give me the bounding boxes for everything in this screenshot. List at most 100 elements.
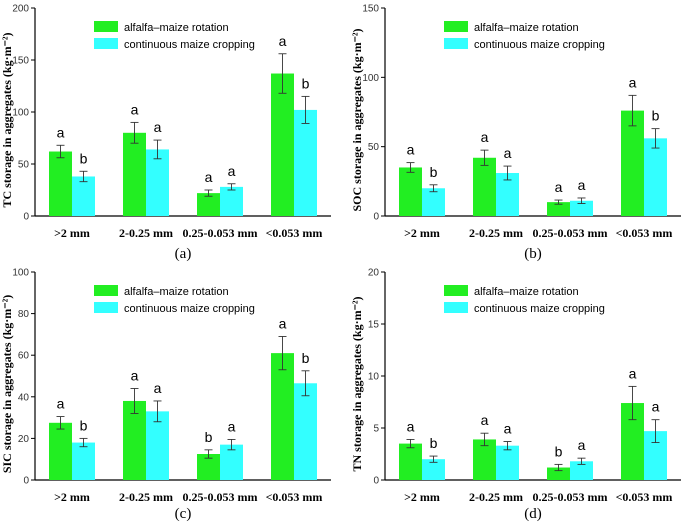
y-axis-title: SOC storage in aggregates (kg·m⁻²) [350,28,364,211]
bar-continuous [644,138,667,216]
y-tick-label: 60 [18,351,30,362]
significance-letter: a [578,177,586,193]
bar-rotation [399,443,422,480]
legend-swatch [94,285,118,296]
significance-letter: a [57,396,65,412]
significance-letter: a [407,142,415,158]
bar-rotation [49,422,72,480]
y-tick-label: 40 [18,392,30,403]
bar-continuous [294,383,317,480]
chart-panel-a: 0 50 100 150 200 TC storage in aggregates (kg… [0,4,331,262]
significance-letter: b [205,429,213,445]
x-tick-label: <0.053 mm [616,226,673,240]
y-tick-label: 80 [18,309,30,320]
legend-swatch [444,302,468,313]
bar-continuous [146,149,169,216]
legend-swatch [444,38,468,49]
bar-continuous [570,461,593,480]
y-tick-label: 100 [12,268,29,279]
y-tick-label: 50 [18,160,30,171]
y-tick-label: 20 [368,268,380,279]
significance-letter: a [228,418,236,434]
bar-rotation [197,193,220,216]
significance-letter: a [279,315,287,331]
legend-swatch [444,21,468,32]
significance-letter: a [481,412,489,428]
y-tick-label: 200 [12,4,29,15]
x-tick-label: >2 mm [54,490,90,504]
panel-label: (b) [524,246,542,262]
x-tick-label: <0.053 mm [266,490,323,504]
bar-continuous [496,173,519,216]
y-tick-label: 0 [373,476,379,487]
bar-continuous [496,445,519,480]
bar-rotation [547,467,570,480]
legend-swatch [94,38,118,49]
y-tick-label: 0 [23,212,29,223]
bar-rotation [271,353,294,480]
x-tick-label: 0.25-0.053 mm [183,490,258,504]
significance-letter: a [504,421,512,437]
y-axis-title: SIC storage in aggregates (kg·m⁻²) [0,295,14,473]
significance-letter: a [629,74,637,90]
x-tick-label: 0.25-0.053 mm [183,226,258,240]
x-tick-label: >2 mm [404,490,440,504]
significance-letter: b [430,164,438,180]
x-tick-label: >2 mm [404,226,440,240]
bar-rotation [123,400,146,480]
significance-letter: b [555,443,563,459]
x-tick-label: 2-0.25 mm [119,490,173,504]
bar-continuous [644,431,667,480]
bar-rotation [197,454,220,480]
significance-letter: a [154,380,162,396]
legend-label: alfalfa–maize rotation [124,286,229,298]
legend-swatch [94,302,118,313]
significance-letter: b [302,75,310,91]
x-tick-label: >2 mm [54,226,90,240]
significance-letter: a [407,418,415,434]
significance-letter: a [279,33,287,49]
bar-continuous [146,411,169,480]
y-tick-label: 50 [368,142,380,153]
legend-label: continuous maize cropping [474,303,605,315]
bar-rotation [123,132,146,216]
bar-rotation [473,439,496,480]
bar-rotation [621,110,644,216]
legend-swatch [444,285,468,296]
legend-swatch [94,21,118,32]
bar-continuous [220,186,243,216]
bar-continuous [220,444,243,480]
y-tick-label: 15 [368,320,380,331]
significance-letter: a [228,163,236,179]
significance-letter: a [57,124,65,140]
y-axis-title: TN storage in aggregates (kg·m⁻²) [350,296,364,471]
y-axis-title: TC storage in aggregates (kg·m⁻²) [0,32,14,207]
x-tick-label: 0.25-0.053 mm [533,490,608,504]
legend-label: continuous maize cropping [124,39,255,51]
x-tick-label: 0.25-0.053 mm [533,226,608,240]
bar-rotation [473,157,496,216]
significance-letter: b [302,350,310,366]
x-tick-label: 2-0.25 mm [469,226,523,240]
bar-continuous [570,200,593,216]
x-tick-label: 2-0.25 mm [469,490,523,504]
bar-continuous [422,459,445,480]
legend-label: alfalfa–maize rotation [474,22,579,34]
bar-rotation [621,403,644,480]
y-tick-label: 100 [362,73,379,84]
bar-continuous [72,442,95,480]
y-tick-label: 0 [23,476,29,487]
significance-letter: a [555,179,563,195]
panel-label: (d) [524,506,542,522]
significance-letter: a [504,145,512,161]
bar-rotation [49,151,72,216]
y-tick-label: 100 [12,108,29,119]
x-tick-label: <0.053 mm [266,226,323,240]
significance-letter: a [131,367,139,383]
panel-label: (c) [175,506,192,522]
significance-letter: a [629,365,637,381]
chart-panel-b: 0 50 100 150 SOC storage in aggregates (kg·m… [350,4,681,262]
legend-label: alfalfa–maize rotation [474,286,579,298]
bar-continuous [72,176,95,216]
y-tick-label: 20 [18,434,30,445]
